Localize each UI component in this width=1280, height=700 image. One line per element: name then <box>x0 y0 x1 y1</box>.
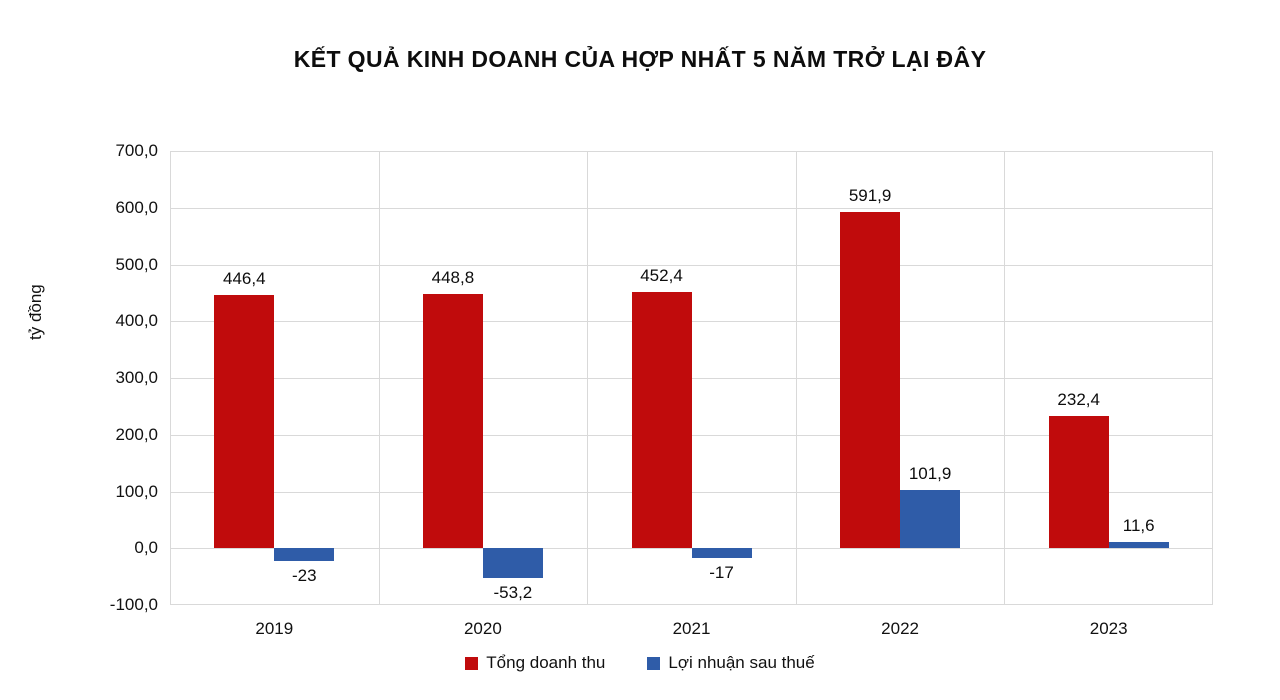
bar-value-label: -23 <box>292 566 317 586</box>
v-gridline <box>378 151 380 605</box>
v-gridline <box>587 151 589 605</box>
legend-label-revenue: Tổng doanh thu <box>486 653 606 672</box>
legend-item-revenue: Tổng doanh thu <box>465 653 605 673</box>
bar-revenue-2023 <box>1048 416 1109 549</box>
y-tick-label: 200,0 <box>115 424 158 444</box>
v-gridline <box>1004 151 1006 605</box>
bar-revenue-2022 <box>840 212 901 549</box>
h-gridline <box>170 604 1213 605</box>
v-gridline <box>795 151 797 605</box>
h-gridline <box>170 434 1213 436</box>
bar-revenue-2019 <box>214 294 275 549</box>
x-tick-label: 2022 <box>881 619 920 638</box>
bar-value-label: 232,4 <box>1057 390 1100 410</box>
bar-profit-2022 <box>900 490 961 549</box>
legend-item-profit: Lợi nhuận sau thuế <box>647 653 815 673</box>
y-tick-label: 600,0 <box>115 197 158 217</box>
bar-profit-2019 <box>274 548 335 562</box>
bar-revenue-2020 <box>422 293 483 549</box>
bar-value-label: -53,2 <box>493 583 533 603</box>
v-gridline <box>1212 151 1213 605</box>
y-tick-label: 700,0 <box>115 141 158 160</box>
x-tick-label: 2019 <box>255 619 294 638</box>
bar-value-label: 591,9 <box>848 186 892 206</box>
bar-value-label: 446,4 <box>223 268 266 288</box>
y-tick-label: 100,0 <box>115 481 158 501</box>
bar-revenue-2021 <box>631 291 692 549</box>
h-gridline <box>170 264 1213 266</box>
bar-value-label: 11,6 <box>1122 515 1155 535</box>
x-tick-label: 2023 <box>1089 619 1128 638</box>
bar-value-label: 101,9 <box>908 464 952 484</box>
legend-label-profit: Lợi nhuận sau thuế <box>668 653 815 672</box>
x-tick-label: 2020 <box>463 619 502 638</box>
h-gridline <box>170 207 1213 209</box>
bar-value-label: 452,4 <box>640 265 683 285</box>
plot-area: 446,4 448,8 452,4 591,9 232,4 -23 -53,2 -17 101,… <box>170 151 1213 605</box>
x-tick-label: 2021 <box>672 619 711 638</box>
y-tick-label: 300,0 <box>115 368 158 387</box>
h-gridline <box>170 378 1213 379</box>
y-tick-label: -100,0 <box>109 595 158 614</box>
legend-swatch-revenue <box>465 656 479 670</box>
h-gridline <box>170 151 1213 152</box>
legend-swatch-profit <box>647 656 661 670</box>
h-gridline <box>170 321 1213 323</box>
bar-value-label: 448,8 <box>431 267 475 287</box>
y-tick-label: 0,0 <box>134 538 158 558</box>
bar-profit-2023 <box>1108 541 1169 549</box>
y-tick-label: 400,0 <box>115 311 158 331</box>
bar-value-label: -17 <box>709 562 734 582</box>
y-tick-label: 500,0 <box>115 254 158 274</box>
bar-profit-2021 <box>691 548 752 558</box>
bar-profit-2020 <box>482 548 543 579</box>
v-gridline <box>170 151 171 605</box>
legend: Tổng doanh thu Lợi nhuận sau thuế <box>0 653 1280 673</box>
chart-title: KẾT QUẢ KINH DOANH CỦA HỢP NHẤT 5 NĂM TR… <box>293 46 987 72</box>
h-gridline <box>170 491 1213 493</box>
